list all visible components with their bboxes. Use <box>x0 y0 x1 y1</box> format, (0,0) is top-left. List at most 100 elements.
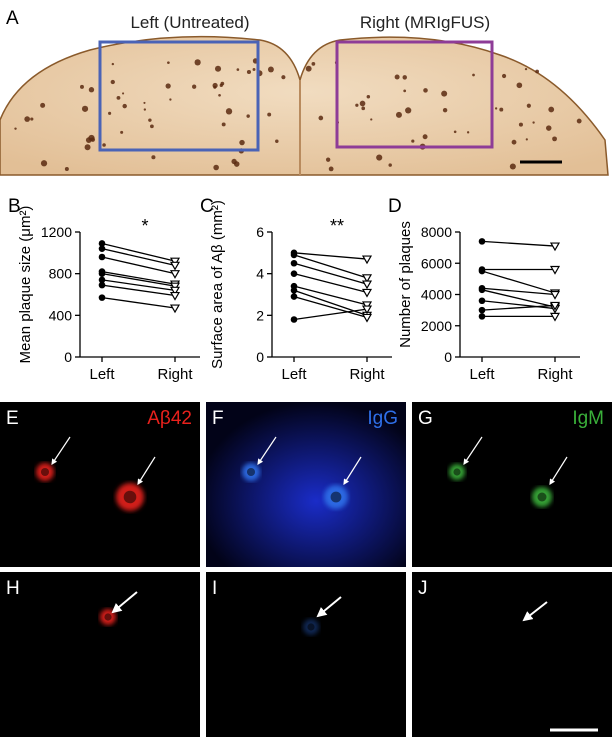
plaque-core <box>123 490 137 504</box>
y-tick-label: 8000 <box>421 224 452 240</box>
plaque-dot <box>305 65 312 72</box>
plaque-dot <box>213 85 217 89</box>
plaque-dot <box>394 74 400 80</box>
pair-line <box>293 308 368 321</box>
plaque-dot <box>402 75 407 80</box>
y-axis-label: Number of plaques <box>397 221 414 348</box>
plaque-dot <box>511 139 517 145</box>
roi-right <box>335 40 494 149</box>
right-marker <box>361 313 373 323</box>
left-marker <box>478 297 486 305</box>
stain-label: Aβ42 <box>147 408 192 429</box>
plaque-dot <box>395 111 402 118</box>
right-marker <box>169 257 181 267</box>
plaque-dot <box>403 89 407 93</box>
left-marker <box>478 286 486 294</box>
plaque-dot <box>267 66 274 73</box>
plaque-dot <box>84 144 91 151</box>
plaque-dot <box>376 154 383 161</box>
micrograph <box>0 402 200 567</box>
plaque-dot <box>40 160 48 167</box>
left-marker <box>478 306 486 314</box>
left-marker <box>290 259 298 267</box>
plaque-dot <box>40 102 46 108</box>
right-marker <box>169 261 181 271</box>
right-marker <box>549 242 561 252</box>
plaque-dot <box>359 100 366 107</box>
tissue-section <box>0 35 609 176</box>
plaque-dot <box>194 59 201 66</box>
plaque-dot <box>361 106 366 111</box>
plaque-dot <box>411 139 415 143</box>
left-marker <box>478 267 486 275</box>
plaque-dot <box>30 117 34 121</box>
micrograph <box>412 572 612 737</box>
panel-label: I <box>212 578 217 599</box>
plaque-dot <box>318 115 324 121</box>
micrograph <box>206 402 406 567</box>
right-marker <box>361 255 373 265</box>
plaque-dot <box>405 107 412 114</box>
x-tick-label: Left <box>89 366 115 383</box>
pair-line <box>293 285 368 306</box>
right-marker <box>169 270 181 279</box>
plaque-dot <box>535 69 540 74</box>
fluorescence-panels: E Aβ42 F IgG G IgM H I J <box>0 402 612 737</box>
y-tick-label: 1200 <box>41 224 72 240</box>
plaque-dot <box>441 90 448 97</box>
y-axis-label: Surface area of Aβ (mm²) <box>209 200 226 369</box>
plaque-dot <box>24 116 31 122</box>
y-axis-label: Mean plaque size (μm²) <box>17 206 34 364</box>
plaque-dot <box>165 83 171 89</box>
plaque-dot <box>81 105 89 112</box>
plaque-dot <box>225 108 233 115</box>
plaque-core <box>104 613 112 621</box>
plaque-dot <box>548 106 555 113</box>
y-tick-label: 0 <box>256 349 264 365</box>
plaque-dot <box>143 101 146 104</box>
pair-line <box>293 262 368 285</box>
left-marker <box>98 270 106 277</box>
right-marker <box>361 305 373 315</box>
pair-line <box>101 296 176 309</box>
panel-label: A <box>6 8 19 29</box>
plaque-dot <box>64 166 69 171</box>
y-tick-label: 0 <box>64 349 72 365</box>
right-marker <box>169 286 181 296</box>
plaque-dot <box>219 83 223 87</box>
plaque-dot <box>143 108 147 111</box>
right-marker <box>361 288 373 298</box>
pair-line <box>101 256 176 275</box>
panel-label: B <box>8 196 21 217</box>
pair-line <box>101 279 176 291</box>
plaque-dot <box>546 125 552 131</box>
plaque-dot <box>423 88 428 93</box>
y-tick-label: 6 <box>256 224 264 240</box>
panel-label: H <box>6 578 20 599</box>
pair-line <box>101 284 176 297</box>
plaque-dot <box>275 139 279 144</box>
plaque-dot <box>355 103 359 107</box>
plaque-dot <box>148 118 152 122</box>
pair-line <box>293 254 368 279</box>
plaque-dot <box>88 134 95 142</box>
y-tick-label: 2 <box>256 307 264 323</box>
plaque-dot <box>122 92 125 95</box>
left-title: Left (Untreated) <box>130 13 249 32</box>
arrow <box>316 596 342 618</box>
plaque-core <box>537 492 547 502</box>
plaque-dot <box>281 75 286 80</box>
plaque-core <box>307 623 315 631</box>
plaque-dot <box>328 166 334 172</box>
plaque-dot <box>576 118 582 124</box>
plaque-dot <box>311 62 316 66</box>
micrograph <box>206 572 406 737</box>
y-tick-label: 400 <box>49 307 73 323</box>
left-marker <box>478 238 486 245</box>
plaque-dot <box>80 84 84 89</box>
significance: ** <box>330 216 344 236</box>
significance: * <box>141 216 148 236</box>
